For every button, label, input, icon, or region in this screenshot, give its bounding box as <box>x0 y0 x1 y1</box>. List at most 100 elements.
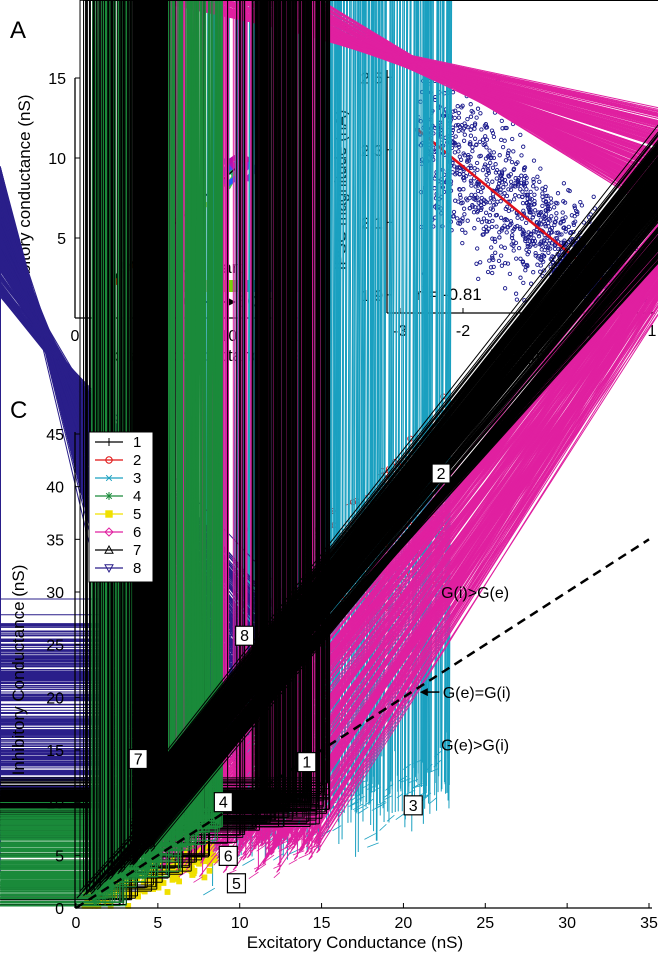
scatter-point <box>468 165 474 171</box>
scatter-point <box>440 185 445 190</box>
scatter-marker <box>117 0 658 875</box>
scatter-point <box>475 246 480 251</box>
trajectory-trail <box>403 764 411 770</box>
panel-c-x-tick-label: 15 <box>313 915 331 932</box>
region-annotation: G(i)>G(e) <box>441 585 509 602</box>
scatter-point <box>475 106 481 111</box>
scatter-point <box>523 236 528 241</box>
scatter-point <box>450 140 455 145</box>
scatter-point <box>476 217 481 222</box>
scatter-point <box>543 208 548 213</box>
scatter-marker <box>86 0 658 888</box>
scatter-point <box>572 203 577 208</box>
scatter-point <box>528 281 534 286</box>
scatter-point <box>481 226 486 232</box>
scatter-point <box>536 234 542 239</box>
panel-a-y-tick-label: 15 <box>48 71 66 88</box>
scatter-point <box>518 256 523 261</box>
scatter-point <box>523 268 528 273</box>
scatter-point <box>540 191 545 196</box>
scatter-point <box>520 200 526 206</box>
scatter-point <box>490 165 496 170</box>
scatter-point <box>468 114 474 119</box>
scatter-point <box>457 144 462 150</box>
scatter-point <box>531 158 537 163</box>
trajectory-trail <box>273 872 281 879</box>
trajectory-trail <box>298 853 309 859</box>
series-box-frame <box>218 845 238 866</box>
scatter-point <box>547 238 552 243</box>
scatter-point <box>497 230 502 235</box>
scatter-point <box>475 167 480 173</box>
scatter-point <box>479 205 484 211</box>
scatter-point <box>555 191 561 196</box>
scatter-point <box>494 224 499 229</box>
scatter-point <box>541 254 546 259</box>
scatter-point <box>458 195 463 200</box>
scatter-point <box>532 192 537 197</box>
scatter-point <box>493 162 498 167</box>
scatter-point <box>559 240 564 245</box>
scatter-point <box>509 235 515 241</box>
scatter-point <box>523 238 528 243</box>
scatter-point <box>502 167 507 172</box>
scatter-point <box>527 210 532 215</box>
trajectory-trail <box>366 785 375 790</box>
scatter-point <box>511 166 517 171</box>
scatter-point <box>453 123 459 128</box>
scatter-point <box>536 212 541 218</box>
scatter-point <box>507 271 513 277</box>
scatter-point <box>432 186 437 191</box>
scatter-point <box>523 192 528 198</box>
scatter-marker <box>90 0 658 895</box>
trajectory-trail <box>367 842 379 848</box>
scatter-point <box>523 264 529 269</box>
legend-item-7: 7 <box>95 542 141 559</box>
scatter-point <box>457 187 462 192</box>
scatter-point <box>516 194 522 199</box>
scatter-point <box>591 194 596 199</box>
scatter-point <box>499 137 504 143</box>
scatter-point <box>491 264 496 270</box>
scatter-point <box>503 182 508 187</box>
scatter-point <box>521 144 526 149</box>
scatter-point <box>563 215 568 220</box>
scatter-point <box>511 149 516 154</box>
scatter-marker <box>83 0 658 891</box>
scatter-point <box>538 217 543 222</box>
scatter-marker <box>206 867 213 874</box>
scatter-point <box>488 206 493 211</box>
scatter-point <box>473 197 478 202</box>
trajectory-trail <box>404 789 416 796</box>
scatter-point <box>547 206 552 212</box>
trajectory-trail <box>345 501 354 506</box>
scatter-point <box>499 244 504 249</box>
scatter-point <box>537 179 542 184</box>
scatter-point <box>453 134 458 139</box>
scatter-point <box>490 218 495 224</box>
scatter-point <box>468 133 474 138</box>
panel-c-y-tick-label: 5 <box>55 848 64 865</box>
scatter-point <box>516 245 522 251</box>
scatter-point <box>521 176 527 182</box>
scatter-point <box>522 165 528 170</box>
scatter-point <box>524 247 529 253</box>
scatter-point <box>492 236 497 242</box>
panel-a-x-tick-label: 0 <box>71 328 80 345</box>
panel-a-letter: A <box>10 17 26 44</box>
scatter-point <box>500 144 506 150</box>
series-box-label: 8 <box>240 628 249 645</box>
scatter-point <box>418 119 423 124</box>
scatter-marker <box>164 889 171 895</box>
scatter-point <box>527 239 533 244</box>
legend-item-8: 8 <box>95 560 141 577</box>
scatter-point <box>456 165 461 170</box>
scatter-point <box>507 156 512 161</box>
scatter-point <box>561 218 566 224</box>
scatter-point <box>456 142 461 147</box>
scatter-point <box>498 173 503 178</box>
scatter-point <box>511 239 516 244</box>
scatter-point <box>472 226 477 231</box>
scatter-point <box>531 212 536 217</box>
series-box-label: 1 <box>302 755 311 772</box>
